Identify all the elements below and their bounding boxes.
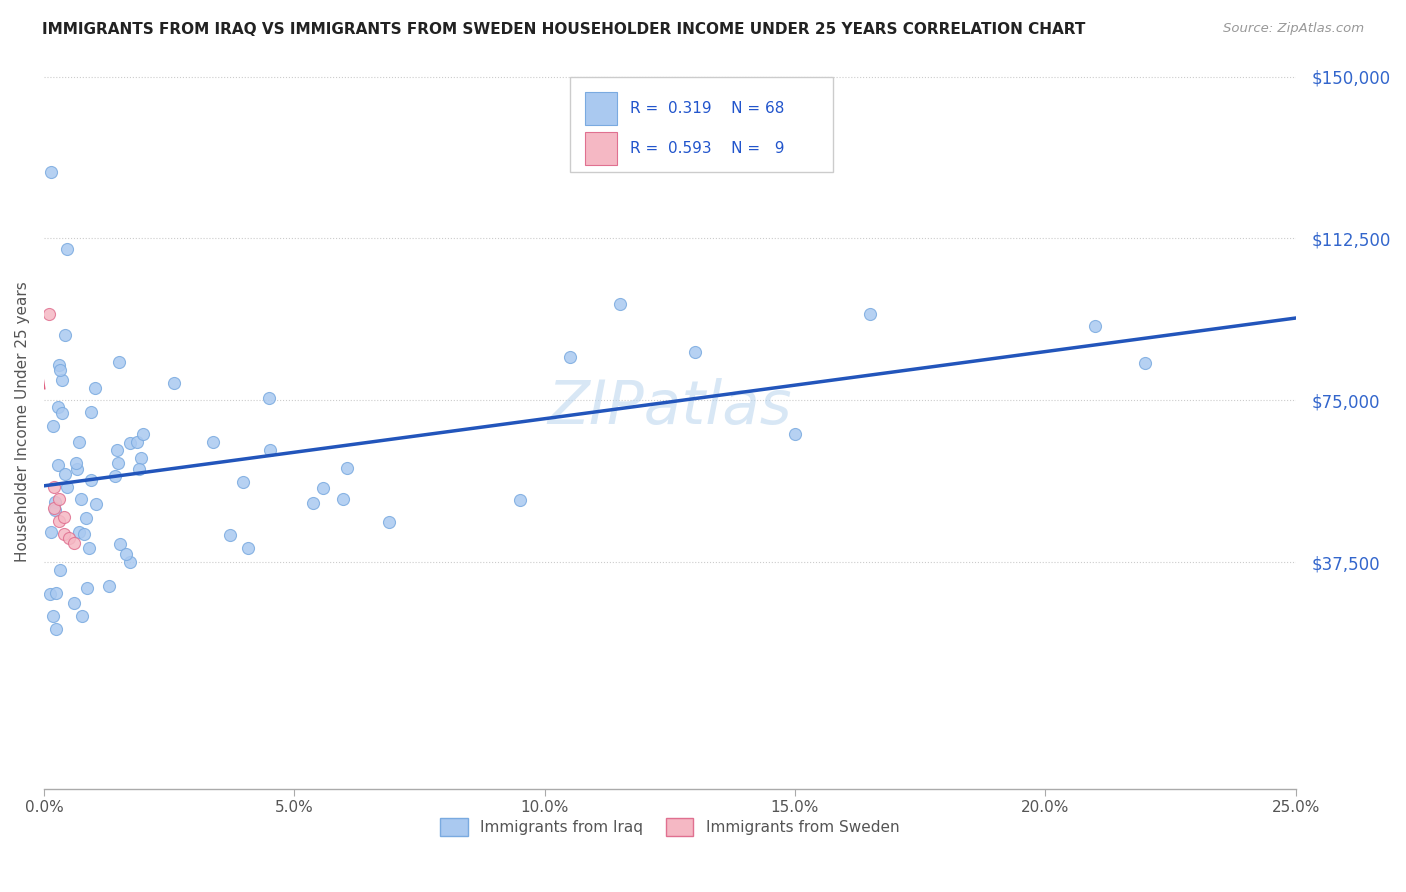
Point	[63, 596, 86, 610]
Point	[39, 164, 62, 178]
Text: R =  0.319    N = 68: R = 0.319 N = 68	[630, 101, 785, 116]
Bar	[569, 77, 832, 172]
Point	[509, 492, 531, 507]
Point	[332, 492, 354, 507]
Point	[257, 392, 280, 406]
Point	[39, 524, 62, 539]
Point	[79, 404, 101, 418]
Point	[38, 307, 60, 321]
Point	[46, 458, 69, 472]
Point	[39, 587, 62, 601]
Point	[84, 497, 107, 511]
Point	[44, 503, 66, 517]
Point	[683, 344, 706, 359]
Point	[51, 373, 73, 387]
Bar	[585, 132, 617, 165]
Point	[163, 376, 186, 391]
Point	[104, 469, 127, 483]
Point	[48, 362, 70, 376]
Y-axis label: Householder Income Under 25 years: Householder Income Under 25 years	[15, 282, 30, 562]
Point	[77, 541, 100, 555]
Point	[859, 307, 882, 321]
Point	[129, 450, 152, 465]
Point	[107, 355, 129, 369]
Point	[76, 581, 98, 595]
Point	[1084, 319, 1107, 334]
Point	[63, 535, 86, 549]
Point	[48, 358, 70, 372]
Point	[105, 443, 128, 458]
Point	[65, 456, 87, 470]
Point	[232, 475, 254, 489]
Point	[558, 350, 581, 364]
Point	[46, 400, 69, 414]
Point	[1135, 356, 1157, 370]
Point	[66, 462, 89, 476]
Point	[80, 473, 103, 487]
Point	[44, 494, 66, 508]
Point	[132, 426, 155, 441]
Point	[377, 515, 399, 529]
Point	[302, 496, 325, 510]
Point	[42, 609, 65, 624]
Point	[56, 242, 79, 256]
Legend: Immigrants from Iraq, Immigrants from Sweden: Immigrants from Iraq, Immigrants from Sw…	[440, 818, 900, 836]
Point	[70, 492, 93, 507]
Text: R =  0.593    N =   9: R = 0.593 N = 9	[630, 141, 785, 156]
Point	[108, 537, 131, 551]
Point	[73, 527, 96, 541]
Point	[48, 514, 70, 528]
Point	[45, 585, 67, 599]
Point	[52, 509, 75, 524]
Point	[70, 609, 93, 624]
Bar	[585, 92, 617, 125]
Point	[118, 555, 141, 569]
Point	[336, 460, 359, 475]
Point	[783, 427, 806, 442]
Point	[118, 436, 141, 450]
Point	[75, 511, 97, 525]
Point	[48, 492, 70, 507]
Point	[67, 435, 90, 450]
Point	[115, 548, 138, 562]
Point	[55, 480, 77, 494]
Point	[609, 297, 631, 311]
Point	[202, 435, 225, 450]
Point	[45, 622, 67, 636]
Point	[259, 443, 281, 458]
Point	[125, 435, 148, 450]
Point	[48, 563, 70, 577]
Text: ZIPatlas: ZIPatlas	[547, 377, 792, 437]
Point	[98, 579, 121, 593]
Text: Source: ZipAtlas.com: Source: ZipAtlas.com	[1223, 22, 1364, 36]
Point	[238, 541, 260, 556]
Point	[42, 479, 65, 493]
Point	[107, 456, 129, 470]
Point	[42, 501, 65, 516]
Point	[312, 481, 335, 495]
Point	[84, 381, 107, 395]
Point	[53, 467, 76, 481]
Point	[51, 406, 73, 420]
Point	[52, 527, 75, 541]
Point	[128, 461, 150, 475]
Point	[67, 525, 90, 540]
Point	[218, 528, 240, 542]
Point	[58, 531, 80, 545]
Text: IMMIGRANTS FROM IRAQ VS IMMIGRANTS FROM SWEDEN HOUSEHOLDER INCOME UNDER 25 YEARS: IMMIGRANTS FROM IRAQ VS IMMIGRANTS FROM …	[42, 22, 1085, 37]
Point	[55, 328, 77, 343]
Point	[42, 418, 65, 433]
